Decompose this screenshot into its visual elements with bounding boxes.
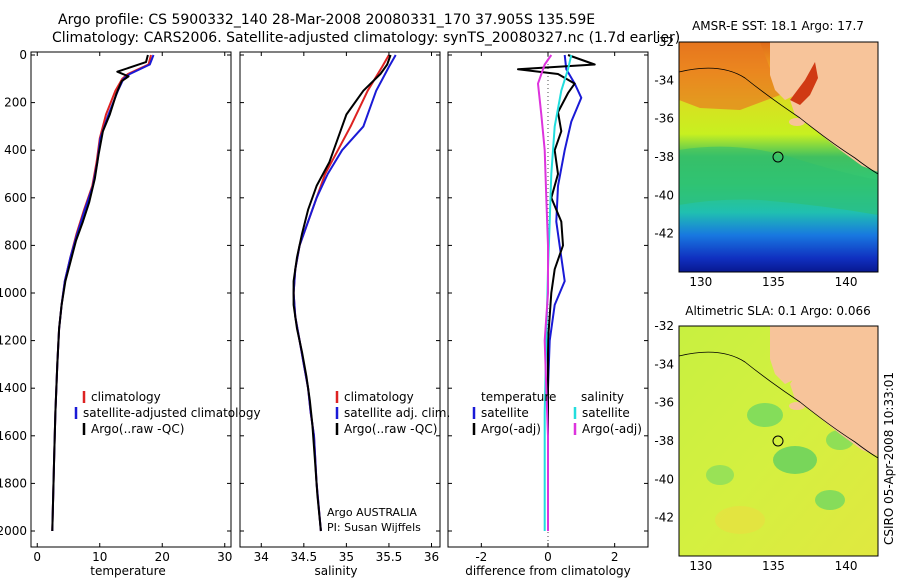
legend-label-argo: Argo(..raw -QC) bbox=[344, 422, 437, 436]
map-x-tick-label: 130 bbox=[689, 559, 712, 573]
legend-label-satellite: satellite-adjusted climatology bbox=[83, 406, 261, 420]
map-y-tick-label: -34 bbox=[654, 73, 674, 87]
depth-tick-label: 200 bbox=[4, 96, 27, 110]
salinity-xlabel: salinity bbox=[314, 564, 357, 578]
argo-position-marker bbox=[772, 151, 784, 163]
legend-header-salinity: salinity bbox=[581, 390, 624, 404]
x-tick-label: 10 bbox=[92, 550, 107, 564]
depth-tick-label: 1800 bbox=[0, 476, 27, 490]
sla-yellow-patch bbox=[715, 506, 765, 534]
sst-map bbox=[679, 42, 878, 272]
title-line1: Argo profile: CS 5900332_140 28-Mar-2008… bbox=[58, 12, 595, 28]
land bbox=[770, 326, 878, 456]
kangaroo-island bbox=[789, 118, 805, 126]
sla-map-frame bbox=[678, 325, 879, 557]
map-y-tick-label: -34 bbox=[654, 357, 674, 371]
temperature-axes bbox=[30, 51, 232, 548]
legend-label-argo: Argo(..raw -QC) bbox=[91, 422, 184, 436]
map-y-tick-label: -38 bbox=[654, 434, 674, 448]
platform-annotation: Argo AUSTRALIA bbox=[327, 506, 417, 519]
legend-label-satellite: satellite adj. clim. bbox=[344, 406, 450, 420]
map-x-tick-label: 140 bbox=[835, 559, 858, 573]
sla-map-title: Altimetric SLA: 0.1 Argo: 0.066 bbox=[685, 304, 870, 318]
series-difference-0 bbox=[547, 54, 583, 531]
legend-header-temperature: temperature bbox=[481, 390, 556, 404]
sst-map-title: AMSR-E SST: 18.1 Argo: 17.7 bbox=[692, 19, 864, 33]
legend-label-sal-argo: Argo(-adj) bbox=[582, 422, 642, 436]
map-y-tick-label: -32 bbox=[654, 319, 674, 333]
salinity-axes bbox=[239, 51, 441, 548]
pi-annotation: PI: Susan Wijffels bbox=[327, 521, 421, 534]
shelf-contour bbox=[679, 67, 878, 175]
depth-tick-label: 1600 bbox=[0, 429, 27, 443]
depth-tick-label: 2000 bbox=[0, 524, 27, 538]
difference-xlabel: difference from climatology bbox=[465, 564, 631, 578]
map-y-tick-label: -36 bbox=[654, 112, 674, 126]
x-tick-label: -2 bbox=[475, 550, 487, 564]
map-y-tick-label: -40 bbox=[654, 188, 674, 202]
sst-map-frame bbox=[678, 41, 879, 273]
map-x-tick-label: 140 bbox=[835, 275, 858, 289]
sla-blob bbox=[815, 490, 845, 510]
x-tick-label: 34.5 bbox=[290, 550, 317, 564]
legend-label-climatology: climatology bbox=[344, 390, 414, 404]
depth-tick-label: 1200 bbox=[0, 334, 27, 348]
title-line2: Climatology: CARS2006. Satellite-adjuste… bbox=[52, 30, 680, 46]
depth-tick-label: 0 bbox=[19, 48, 27, 62]
land bbox=[770, 42, 878, 172]
sla-blob bbox=[706, 465, 734, 485]
x-tick-label: 2 bbox=[611, 550, 619, 564]
sst-green-band bbox=[679, 146, 878, 215]
map-y-tick-label: -40 bbox=[654, 472, 674, 486]
depth-tick-label: 1400 bbox=[0, 381, 27, 395]
series-salinity-2 bbox=[292, 54, 392, 532]
temperature-legend: climatology satellite-adjusted climatolo… bbox=[74, 390, 261, 436]
sla-map bbox=[679, 326, 878, 556]
difference-legend: temperature salinity satellite Argo(-adj… bbox=[472, 390, 642, 436]
kangaroo-island bbox=[789, 402, 805, 410]
x-tick-label: 0 bbox=[544, 550, 552, 564]
map-y-tick-label: -38 bbox=[654, 150, 674, 164]
legend-label-temp-argo: Argo(-adj) bbox=[481, 422, 541, 436]
timestamp: CSIRO 05-Apr-2008 10:33:01 bbox=[882, 372, 896, 545]
sla-blob bbox=[747, 403, 783, 427]
map-y-tick-label: -42 bbox=[654, 227, 674, 241]
legend-label-sal-satellite: satellite bbox=[582, 406, 630, 420]
x-tick-label: 30 bbox=[217, 550, 232, 564]
map-x-tick-label: 135 bbox=[762, 275, 785, 289]
depth-tick-label: 800 bbox=[4, 238, 27, 252]
x-tick-label: 36 bbox=[424, 550, 439, 564]
x-tick-label: 20 bbox=[155, 550, 170, 564]
series-temperature-2 bbox=[51, 54, 149, 532]
map-y-tick-label: -42 bbox=[654, 511, 674, 525]
temperature-xlabel: temperature bbox=[90, 564, 165, 578]
x-tick-label: 35 bbox=[339, 550, 354, 564]
x-tick-label: 34 bbox=[254, 550, 269, 564]
depth-tick-label: 400 bbox=[4, 143, 27, 157]
sst-warm-patch bbox=[679, 42, 780, 110]
sla-blob bbox=[773, 446, 817, 474]
legend-label-climatology: climatology bbox=[91, 390, 161, 404]
gulf-warm bbox=[790, 62, 818, 105]
depth-tick-label: 600 bbox=[4, 191, 27, 205]
map-x-tick-label: 135 bbox=[762, 559, 785, 573]
x-tick-label: 0 bbox=[33, 550, 41, 564]
map-x-tick-label: 130 bbox=[689, 275, 712, 289]
series-difference-3 bbox=[537, 54, 553, 531]
map-y-tick-label: -36 bbox=[654, 396, 674, 410]
salinity-legend: climatology satellite adj. clim. Argo(..… bbox=[335, 390, 450, 436]
x-tick-label: 35.5 bbox=[376, 550, 403, 564]
map-y-tick-label: -32 bbox=[654, 35, 674, 49]
depth-tick-label: 1000 bbox=[0, 286, 27, 300]
series-difference-1 bbox=[517, 54, 596, 531]
argo-position-marker bbox=[772, 435, 784, 447]
legend-label-temp-satellite: satellite bbox=[481, 406, 529, 420]
shelf-contour bbox=[679, 351, 878, 459]
